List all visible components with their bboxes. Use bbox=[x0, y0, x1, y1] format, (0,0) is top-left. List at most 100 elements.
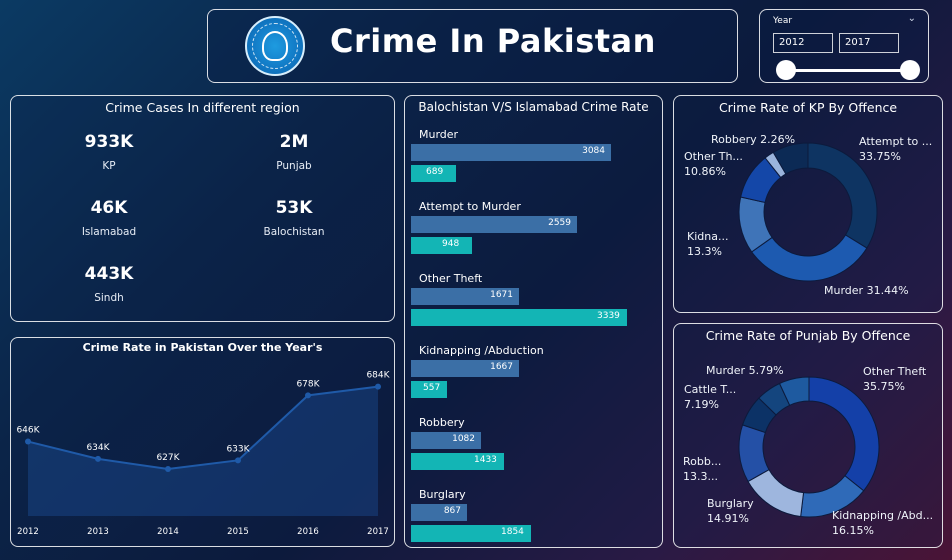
kp-label-attempt: Attempt to ... 33.75% bbox=[859, 135, 933, 163]
kpi-label: Islamabad bbox=[81, 226, 137, 238]
region-cases-card: Crime Cases In different region 933K KP … bbox=[10, 95, 395, 322]
punjab-offence-title: Crime Rate of Punjab By Offence bbox=[705, 328, 911, 343]
title-banner: Crime In Pakistan bbox=[207, 9, 738, 83]
donut-slice bbox=[807, 142, 878, 249]
punjab-label-murder: Murder 5.79% bbox=[706, 364, 784, 377]
trend-x-tick: 2014 bbox=[157, 527, 179, 537]
trend-data-label: 678K bbox=[296, 379, 320, 389]
category-label: Attempt to Murder bbox=[419, 200, 521, 213]
bar-value-label: 3084 bbox=[582, 146, 605, 156]
kp-label-kidnapping: Kidna... 13.3% bbox=[687, 230, 729, 258]
ministry-seal-logo bbox=[245, 16, 305, 76]
punjab-label-burglary: Burglary 14.91% bbox=[707, 497, 754, 525]
year-range-start-handle[interactable] bbox=[776, 60, 796, 80]
trend-point bbox=[305, 392, 311, 399]
trend-area bbox=[28, 386, 378, 516]
trend-point bbox=[235, 457, 241, 464]
balochistan-bar[interactable]: 1082 bbox=[411, 432, 481, 449]
kp-offence-title: Crime Rate of KP By Offence bbox=[718, 100, 898, 115]
kp-offence-card: Crime Rate of KP By Offence Attempt to .… bbox=[673, 95, 943, 313]
trend-x-tick: 2017 bbox=[367, 527, 389, 537]
balochistan-bar[interactable]: 1671 bbox=[411, 288, 519, 305]
trend-data-label: 684K bbox=[366, 371, 390, 381]
kpi-value: 933K bbox=[84, 132, 134, 152]
category-label: Other Theft bbox=[419, 272, 483, 285]
kpi-balochistan: 53K Balochistan bbox=[234, 198, 354, 238]
punjab-offence-card: Crime Rate of Punjab By Offence Other Th… bbox=[673, 323, 943, 548]
islamabad-bar[interactable]: 948 bbox=[411, 237, 472, 254]
punjab-label-robbery: Robb... 13.3... bbox=[683, 455, 722, 483]
islamabad-bar[interactable]: 3339 bbox=[411, 309, 627, 326]
trend-point bbox=[95, 455, 101, 462]
bar-value-label: 948 bbox=[442, 239, 460, 249]
region-cases-title: Crime Cases In different region bbox=[105, 100, 300, 115]
trend-point bbox=[165, 466, 171, 472]
kpi-islamabad: 46K Islamabad bbox=[49, 198, 169, 238]
category-label: Murder bbox=[419, 128, 459, 141]
yearly-trend-chart: 646K 2012 634K 2013 627K 2014 633K 2015 678K 2016… bbox=[16, 371, 390, 537]
kpi-value: 53K bbox=[275, 198, 313, 218]
balochistan-bar[interactable]: 867 bbox=[411, 504, 467, 521]
bar-value-label: 1667 bbox=[490, 362, 513, 372]
kpi-value: 443K bbox=[84, 264, 134, 284]
trend-point bbox=[375, 383, 381, 390]
bar-value-label: 1854 bbox=[501, 527, 524, 537]
bar-value-label: 2559 bbox=[548, 218, 571, 228]
balochistan-islamabad-card: Balochistan V/S Islamabad Crime Rate Mur… bbox=[404, 95, 663, 548]
balochistan-bar[interactable]: 1667 bbox=[411, 360, 519, 377]
trend-data-label: 627K bbox=[156, 453, 180, 463]
year-to-input[interactable]: 2017 bbox=[839, 33, 899, 53]
bar-value-label: 3339 bbox=[597, 311, 620, 321]
year-range-end-handle[interactable] bbox=[900, 60, 920, 80]
islamabad-bar[interactable]: 1854 bbox=[411, 525, 531, 542]
kpi-label: Balochistan bbox=[263, 226, 325, 238]
kp-label-murder: Murder 31.44% bbox=[824, 284, 909, 297]
bar-value-label: 1433 bbox=[474, 455, 497, 465]
chevron-down-icon[interactable]: ⌄ bbox=[907, 13, 916, 24]
yearly-trend-title: Crime Rate in Pakistan Over the Year's bbox=[82, 341, 323, 354]
kpi-value: 46K bbox=[90, 198, 128, 218]
islamabad-bar[interactable]: 1433 bbox=[411, 453, 504, 470]
bar-value-label: 557 bbox=[423, 383, 441, 393]
kpi-kp: 933K KP bbox=[49, 132, 169, 172]
trend-data-label: 646K bbox=[16, 426, 40, 436]
trend-x-tick: 2012 bbox=[17, 527, 39, 537]
trend-data-label: 634K bbox=[86, 443, 110, 453]
punjab-label-cattle-theft: Cattle T... 7.19% bbox=[684, 383, 737, 411]
kp-label-other-theft: Other Th... 10.86% bbox=[684, 150, 743, 178]
year-from-input[interactable]: 2012 bbox=[773, 33, 833, 53]
donut-slice bbox=[808, 376, 880, 492]
category-label: Burglary bbox=[419, 488, 466, 501]
kpi-label: KP bbox=[102, 160, 116, 172]
balochistan-bar[interactable]: 2559 bbox=[411, 216, 577, 233]
islamabad-bar[interactable]: 557 bbox=[411, 381, 447, 398]
trend-x-tick: 2013 bbox=[87, 527, 109, 537]
punjab-donut-chart bbox=[738, 376, 880, 518]
punjab-label-kidnapping: Kidnapping /Abd... 16.15% bbox=[832, 509, 934, 537]
trend-data-label: 633K bbox=[226, 444, 250, 454]
page-title: Crime In Pakistan bbox=[330, 22, 656, 60]
kp-label-robbery: Robbery 2.26% bbox=[711, 133, 796, 146]
donut-slice bbox=[772, 142, 809, 175]
category-label: Robbery bbox=[419, 416, 465, 429]
balochistan-islamabad-title: Balochistan V/S Islamabad Crime Rate bbox=[418, 100, 649, 114]
year-slicer-label: Year bbox=[773, 16, 793, 26]
trend-line bbox=[27, 385, 379, 471]
yearly-trend-card: Crime Rate in Pakistan Over the Year's 6… bbox=[10, 337, 395, 547]
kpi-label: Punjab bbox=[276, 160, 312, 172]
kp-donut-chart bbox=[738, 142, 878, 282]
donut-slice bbox=[751, 234, 868, 282]
bar-value-label: 689 bbox=[426, 167, 444, 177]
trend-x-tick: 2016 bbox=[297, 527, 319, 537]
balochistan-bar[interactable]: 3084 bbox=[411, 144, 611, 161]
year-range-track[interactable] bbox=[786, 69, 910, 72]
donut-slice bbox=[778, 376, 810, 406]
kpi-value: 2M bbox=[279, 132, 309, 152]
islamabad-bar[interactable]: 689 bbox=[411, 165, 456, 182]
bar-value-label: 1082 bbox=[452, 434, 475, 444]
trend-point bbox=[25, 438, 31, 445]
kpi-sindh: 443K Sindh bbox=[49, 264, 169, 304]
punjab-label-other-theft: Other Theft 35.75% bbox=[863, 365, 927, 393]
bar-value-label: 1671 bbox=[490, 290, 513, 300]
trend-x-tick: 2015 bbox=[227, 527, 249, 537]
